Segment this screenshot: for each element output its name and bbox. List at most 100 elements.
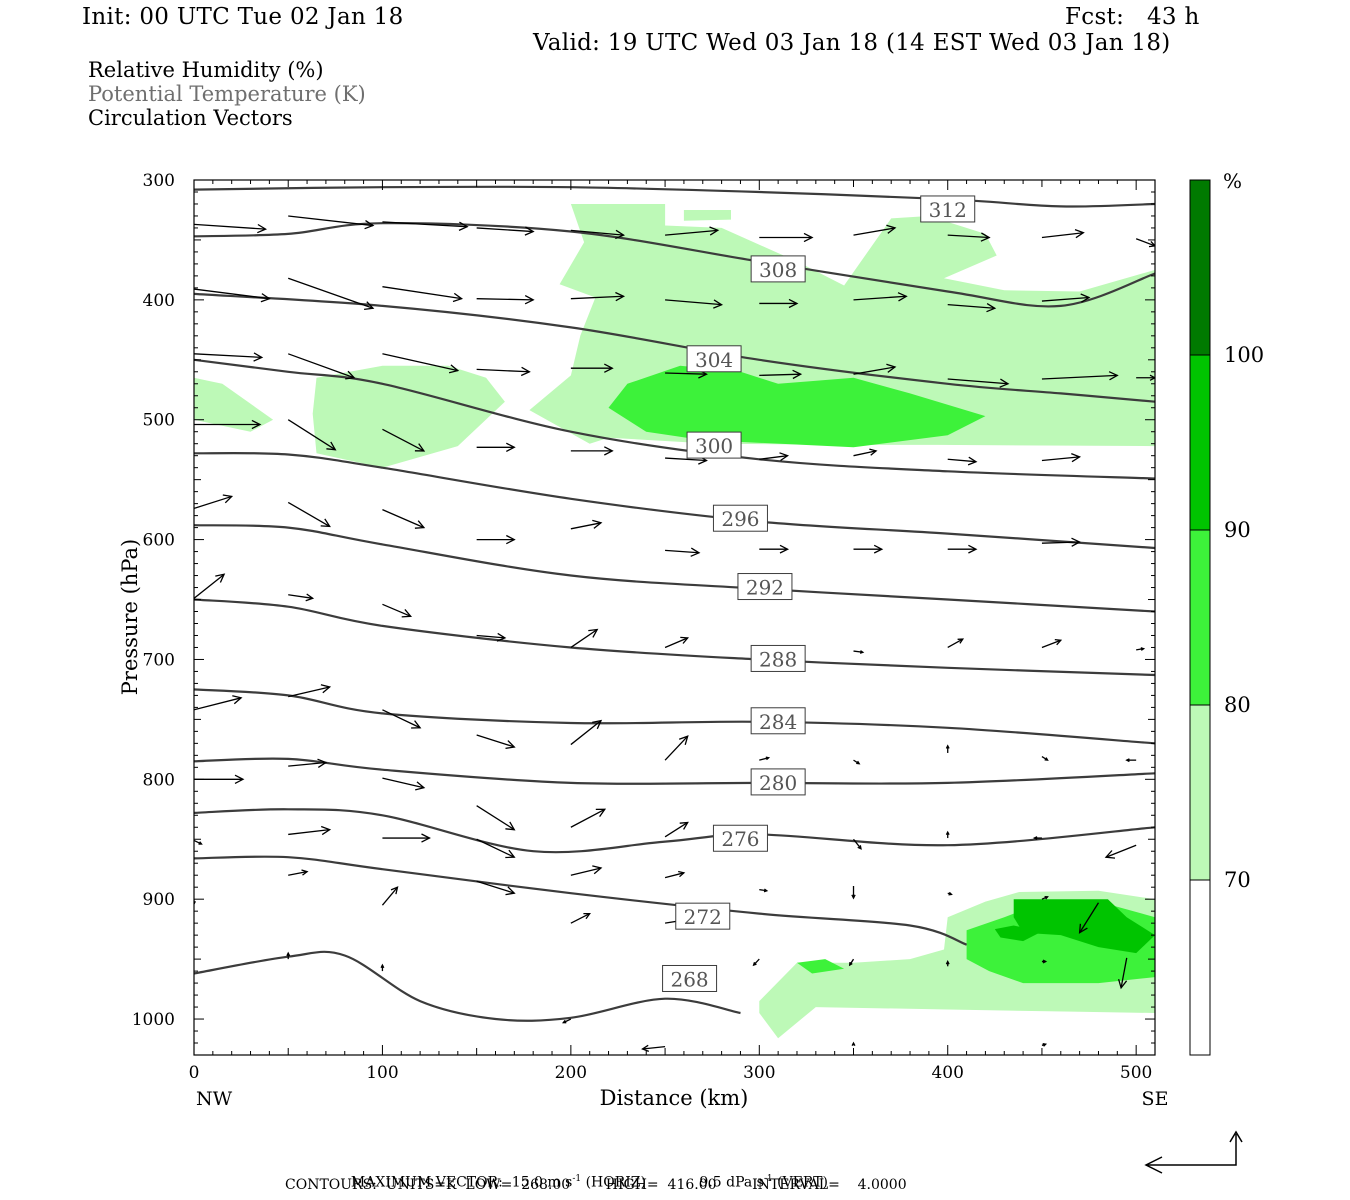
circulation-vector [1135,238,1155,248]
vector-head [194,901,196,906]
vector-head [222,494,234,504]
circulation-vector [853,292,908,302]
vector-head [680,636,690,644]
theta-label-276: 276 [712,824,768,852]
vector-head [968,544,978,554]
theta-label-text: 300 [695,434,733,458]
circulation-vector [570,519,603,530]
x-end-label-nw: NW [196,1088,233,1110]
vector-shaft [194,573,225,599]
x-tick-label: 300 [743,1063,775,1083]
vector-shaft [382,286,462,300]
vector-head [1071,452,1082,463]
forecast-hour: Fcst: 43 h [1065,4,1200,30]
theta-label-box [686,431,742,459]
vector-shaft [570,628,598,649]
circulation-vector [853,363,897,375]
vector-shaft [382,221,468,228]
vector-head [380,963,385,969]
theta-contour-292 [194,524,1155,613]
circulation-vector [476,632,507,642]
circulation-vector [476,295,535,305]
circulation-vector [947,232,991,242]
circulation-vector [570,912,591,924]
circulation-vector [194,288,271,303]
vector-head [788,298,799,309]
circulation-vector [288,758,328,768]
circulation-vector [664,870,686,879]
legend-vectors: Circulation Vectors [88,106,293,130]
circulation-vector [382,221,469,231]
vector-head [215,573,226,583]
vector-head [1117,979,1128,990]
vector-shaft [382,777,425,789]
vector-head [561,1019,567,1024]
circulation-vector [570,808,607,828]
circulation-vector [287,277,375,311]
vector-head [506,442,516,452]
vector-head [709,226,720,236]
y-tick-label: 600 [143,531,175,551]
vector-head [253,352,264,362]
vector-head [301,869,309,876]
circulation-vector [382,777,426,791]
circulation-vector [476,226,535,236]
colorbar-level-label: 70 [1224,868,1251,892]
theta-label-308: 308 [750,255,806,283]
vector-shaft [288,594,313,599]
circulation-vector [1041,638,1063,649]
circulation-vector [853,650,865,654]
vector-head [414,520,426,529]
vector-head [869,448,878,456]
vector-shaft [382,509,425,529]
vector-head [1078,923,1088,934]
vector-head [886,363,897,373]
circulation-vector [288,593,315,602]
vector-head [1080,293,1091,303]
theta-label-text: 312 [929,198,967,222]
theta-label-text: 272 [684,905,722,929]
vector-head [260,293,271,303]
vector-shaft [664,637,688,649]
circulation-vector [476,838,516,859]
circulation-vector [382,709,422,729]
vector-head [886,224,897,234]
circulation-vector [288,684,332,698]
vector-head [803,232,814,243]
vector-head [592,865,603,875]
max-vector-label: MAXIMUM VECTOR: [350,1174,503,1191]
vector-head [999,378,1010,388]
circulation-vector [476,442,516,452]
vector-head [448,364,460,374]
circulation-vector [288,825,332,836]
circulation-vector [1041,371,1119,381]
theta-label-box [662,964,718,992]
circulation-vector [1041,537,1082,547]
circulation-vector [476,734,516,750]
circulation-vector [852,838,862,850]
vector-shaft [852,838,862,850]
colorbar-unit: % [1223,169,1242,193]
vector-shaft [759,373,801,377]
circulation-vector [947,638,965,649]
valid-time: Valid: 19 UTC Wed 03 Jan 18 (14 EST Wed … [533,30,1171,56]
vector-head [1074,228,1085,239]
vector-shaft [1079,902,1100,934]
colorbar-segment [1190,705,1210,880]
vector-shaft [476,805,515,831]
colorbar-segment [1190,530,1210,705]
vector-head [957,638,965,644]
x-tick-label: 200 [555,1063,587,1083]
vector-shaft [382,428,425,452]
vector-shaft [665,299,722,306]
contour-label-layer: 312 308 304 300 296 292 288 284 280 276 272 268 [662,195,976,992]
theta-contour-272 [194,855,967,946]
circulation-vector [476,366,531,377]
vector-head [251,419,262,430]
circulation-vector [570,446,614,456]
vector-shaft [642,1045,666,1050]
rh-fill-layer [194,204,1155,1039]
vector-head [986,303,997,313]
y-tick-label: 900 [143,890,175,910]
vector-head [848,962,853,967]
